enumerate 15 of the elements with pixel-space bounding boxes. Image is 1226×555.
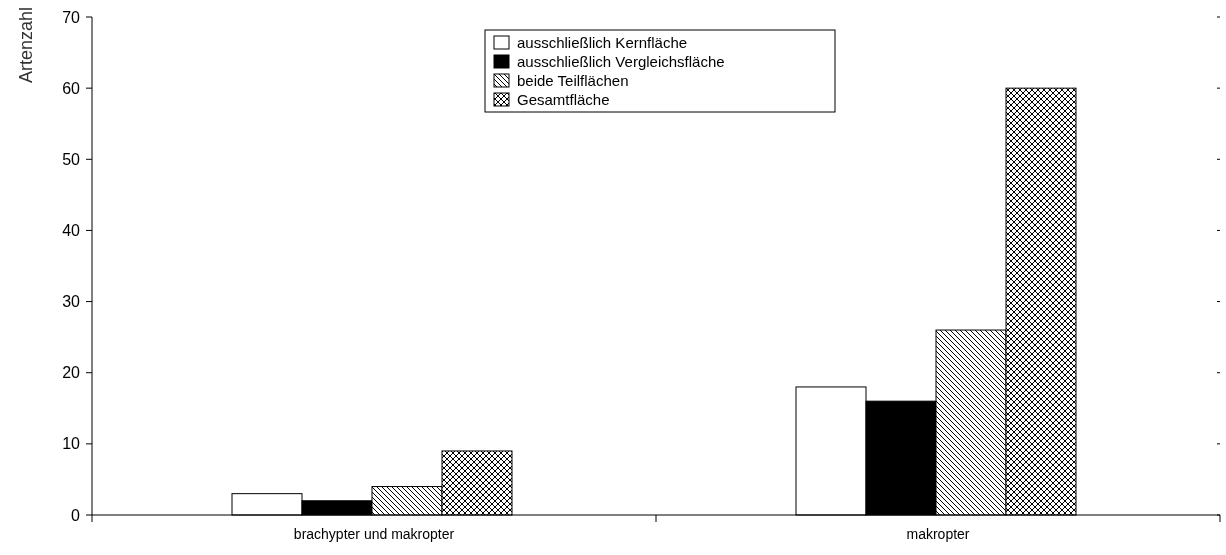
x-tick-label: brachypter und makropter: [293, 526, 455, 542]
x-tick-label: makropter: [906, 526, 970, 542]
legend-label: ausschließlich Vergleichsfläche: [517, 53, 725, 71]
y-tick-label: 70: [62, 8, 81, 26]
y-tick-label: 30: [62, 293, 81, 311]
y-tick-label: 20: [62, 364, 81, 382]
y-tick-label: 60: [62, 79, 81, 97]
y-tick-label: 0: [71, 506, 81, 524]
legend-label: ausschließlich Kernfläche: [517, 34, 688, 52]
legend-label: Gesamtfläche: [517, 91, 610, 109]
y-tick-label: 10: [62, 435, 81, 453]
legend-label: beide Teilflächen: [517, 72, 629, 90]
y-tick-label: 50: [62, 150, 81, 168]
y-tick-label: 40: [62, 222, 81, 240]
y-axis-title: Artenzahl: [16, 7, 36, 84]
